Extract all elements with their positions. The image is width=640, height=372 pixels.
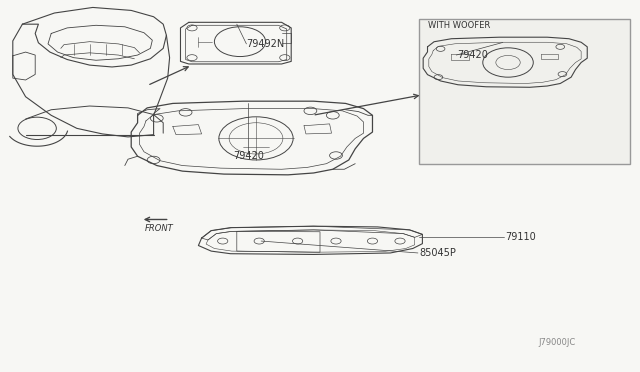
- Text: J79000JC: J79000JC: [538, 338, 575, 347]
- Text: 79110: 79110: [506, 232, 536, 242]
- Text: FRONT: FRONT: [145, 224, 173, 233]
- Text: 85045P: 85045P: [419, 248, 456, 258]
- Text: 79492N: 79492N: [246, 39, 285, 49]
- Text: 79420: 79420: [234, 151, 264, 161]
- FancyBboxPatch shape: [419, 19, 630, 164]
- Text: WITH WOOFER: WITH WOOFER: [428, 21, 490, 30]
- Text: 79420: 79420: [458, 50, 488, 60]
